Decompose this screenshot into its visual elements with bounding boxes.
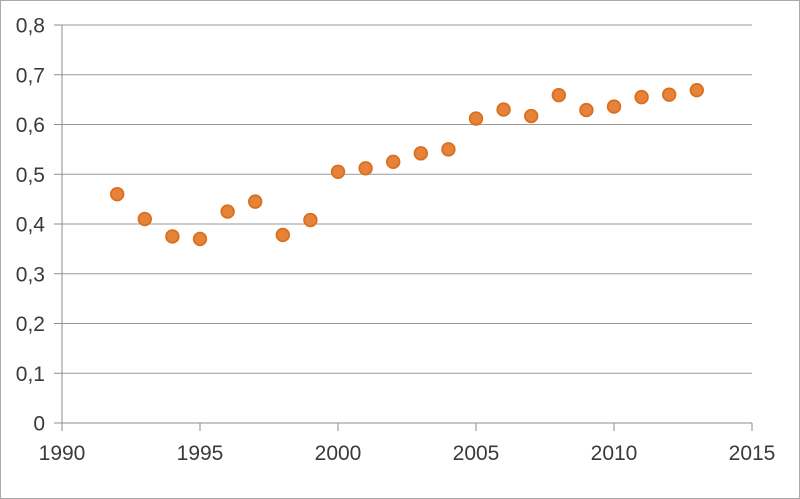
x-tick-label: 2015 xyxy=(729,442,776,465)
data-point xyxy=(275,227,291,243)
y-tick-label: 0 xyxy=(33,413,45,436)
y-tick-label: 0,4 xyxy=(16,214,46,237)
data-point xyxy=(358,161,373,176)
x-tick-label: 2010 xyxy=(591,442,638,465)
data-point xyxy=(109,186,125,202)
y-tick-label: 0,5 xyxy=(16,164,45,187)
data-point xyxy=(579,102,594,118)
data-point xyxy=(606,99,622,114)
data-point xyxy=(386,154,401,170)
x-tick-label: 2005 xyxy=(453,442,500,465)
y-tick-label: 0,8 xyxy=(16,15,45,38)
x-tick-label: 1995 xyxy=(177,442,224,465)
y-tick-label: 0,7 xyxy=(16,64,45,87)
data-point xyxy=(413,146,429,161)
data-point xyxy=(662,87,677,102)
data-point xyxy=(689,82,705,98)
data-point xyxy=(192,231,208,247)
data-point xyxy=(468,111,484,126)
data-point xyxy=(220,204,235,219)
data-point xyxy=(524,108,539,124)
data-point xyxy=(165,229,180,244)
data-point xyxy=(303,212,318,228)
data-point xyxy=(496,102,511,117)
data-point xyxy=(137,211,153,227)
data-point xyxy=(634,89,649,105)
y-tick-label: 0,3 xyxy=(16,263,45,286)
y-tick-label: 0,2 xyxy=(16,313,45,336)
data-point xyxy=(441,142,456,157)
data-point xyxy=(551,87,567,103)
x-tick-label: 1990 xyxy=(39,442,86,465)
y-tick-label: 0,1 xyxy=(16,363,45,386)
data-point xyxy=(330,164,346,179)
x-tick-label: 2000 xyxy=(315,442,362,465)
data-point xyxy=(247,194,263,209)
y-tick-label: 0,6 xyxy=(16,114,45,137)
